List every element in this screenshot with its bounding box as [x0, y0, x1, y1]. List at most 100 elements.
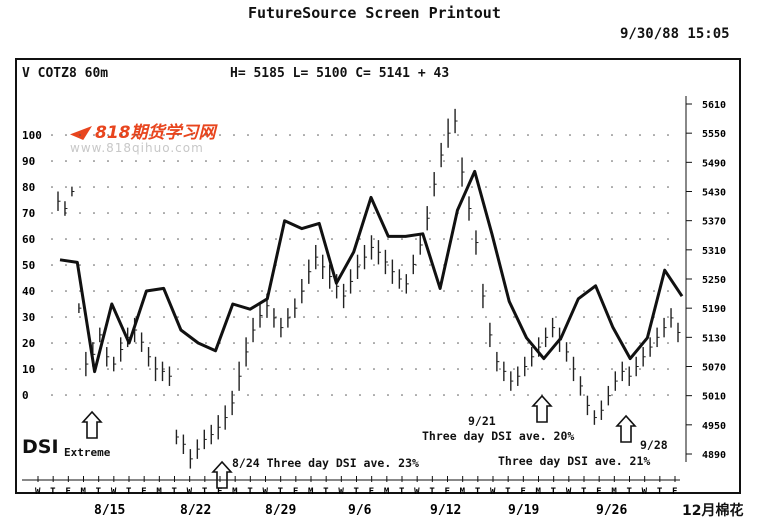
grid-dot — [625, 394, 627, 396]
grid-dot — [261, 160, 263, 162]
grid-dot — [345, 394, 347, 396]
grid-dot — [51, 264, 53, 266]
grid-dot — [387, 342, 389, 344]
grid-dot — [317, 316, 319, 318]
grid-dot — [345, 212, 347, 214]
grid-dot — [345, 368, 347, 370]
grid-dot — [527, 316, 529, 318]
day-letter: M — [384, 487, 390, 497]
grid-dot — [555, 316, 557, 318]
grid-dot — [233, 212, 235, 214]
day-letter: W — [414, 487, 420, 497]
grid-dot — [555, 212, 557, 214]
grid-dot — [51, 160, 53, 162]
grid-dot — [527, 186, 529, 188]
grid-dot — [611, 134, 613, 136]
grid-dot — [443, 316, 445, 318]
grid-dot — [331, 368, 333, 370]
grid-dot — [191, 342, 193, 344]
grid-dot — [191, 186, 193, 188]
grid-dot — [583, 264, 585, 266]
grid-dot — [485, 134, 487, 136]
grid-dot — [191, 264, 193, 266]
grid-dot — [401, 134, 403, 136]
grid-dot — [317, 342, 319, 344]
grid-dot — [303, 368, 305, 370]
grid-dot — [499, 368, 501, 370]
grid-dot — [233, 368, 235, 370]
grid-dot — [345, 342, 347, 344]
grid-dot — [247, 368, 249, 370]
left-axis-tick: 20 — [22, 337, 35, 350]
grid-dot — [275, 342, 277, 344]
grid-dot — [611, 238, 613, 240]
grid-dot — [373, 316, 375, 318]
watermark-logo-text: 818期货学习网 — [95, 123, 216, 143]
grid-dot — [331, 186, 333, 188]
grid-dot — [569, 212, 571, 214]
grid-dot — [513, 342, 515, 344]
up-arrow-icon — [211, 460, 233, 489]
grid-dot — [471, 316, 473, 318]
day-letter: T — [581, 487, 587, 497]
grid-dot — [527, 394, 529, 396]
grid-dot — [359, 134, 361, 136]
grid-dot — [653, 212, 655, 214]
grid-dot — [331, 160, 333, 162]
grid-dot — [233, 290, 235, 292]
grid-dot — [121, 290, 123, 292]
grid-dot — [625, 212, 627, 214]
grid-dot — [429, 290, 431, 292]
grid-dot — [233, 264, 235, 266]
grid-dot — [51, 212, 53, 214]
grid-dot — [457, 160, 459, 162]
grid-dot — [583, 160, 585, 162]
grid-dot — [289, 264, 291, 266]
grid-dot — [247, 342, 249, 344]
grid-dot — [625, 264, 627, 266]
grid-dot — [79, 264, 81, 266]
grid-dot — [443, 394, 445, 396]
grid-dot — [121, 160, 123, 162]
grid-dot — [107, 342, 109, 344]
grid-dot — [275, 160, 277, 162]
grid-dot — [93, 290, 95, 292]
grid-dot — [541, 290, 543, 292]
grid-dot — [513, 238, 515, 240]
grid-dot — [569, 134, 571, 136]
day-letter: M — [611, 487, 617, 497]
grid-dot — [513, 290, 515, 292]
grid-dot — [205, 316, 207, 318]
grid-dot — [597, 134, 599, 136]
grid-dot — [401, 186, 403, 188]
grid-dot — [639, 316, 641, 318]
grid-dot — [387, 394, 389, 396]
grid-dot — [415, 290, 417, 292]
grid-dot — [107, 134, 109, 136]
grid-dot — [611, 394, 613, 396]
grid-dot — [611, 264, 613, 266]
right-axis-tick: 5250 — [702, 275, 726, 286]
grid-dot — [667, 316, 669, 318]
grid-dot — [597, 186, 599, 188]
grid-dot — [317, 134, 319, 136]
grid-dot — [373, 238, 375, 240]
grid-dot — [331, 238, 333, 240]
grid-dot — [289, 342, 291, 344]
grid-dot — [177, 160, 179, 162]
grid-dot — [275, 290, 277, 292]
grid-dot — [457, 264, 459, 266]
grid-dot — [443, 368, 445, 370]
grid-dot — [247, 394, 249, 396]
grid-dot — [65, 290, 67, 292]
day-letter: F — [293, 487, 298, 497]
grid-dot — [247, 290, 249, 292]
grid-dot — [219, 290, 221, 292]
ohlc-readout: H= 5185 L= 5100 C= 5141 + 43 — [230, 66, 450, 81]
left-axis-tick: 0 — [22, 389, 29, 402]
right-axis-tick: 4950 — [702, 421, 726, 432]
grid-dot — [261, 186, 263, 188]
grid-dot — [401, 238, 403, 240]
grid-dot — [289, 238, 291, 240]
